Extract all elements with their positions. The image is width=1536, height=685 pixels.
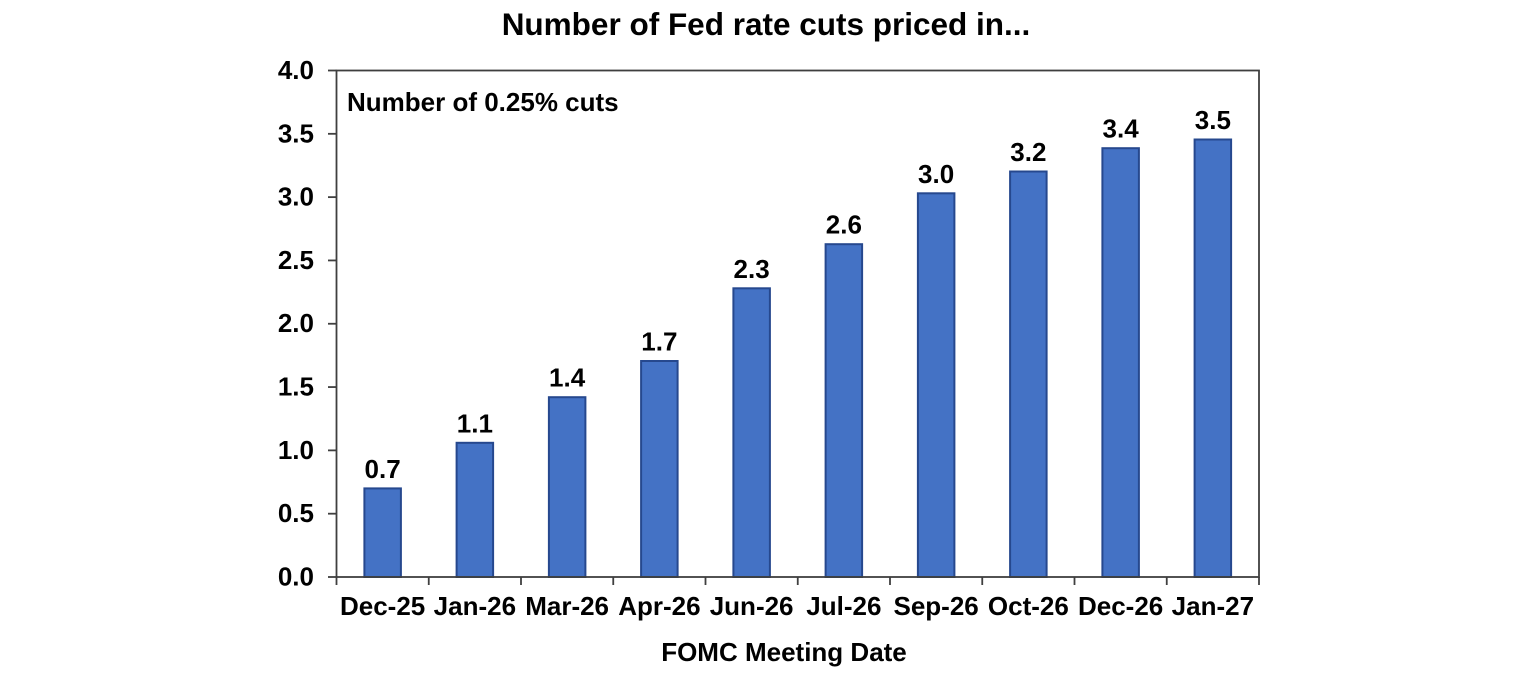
svg-text:1.4: 1.4 [549, 363, 586, 393]
svg-text:3.0: 3.0 [918, 159, 954, 189]
svg-text:3.0: 3.0 [278, 182, 314, 212]
svg-text:3.5: 3.5 [278, 118, 314, 148]
svg-text:1.0: 1.0 [278, 435, 314, 465]
svg-text:4.0: 4.0 [278, 55, 314, 85]
svg-text:1.7: 1.7 [641, 327, 677, 357]
svg-text:Number of Fed rate cuts priced: Number of Fed rate cuts priced in... [502, 6, 1031, 42]
svg-text:2.0: 2.0 [278, 308, 314, 338]
svg-text:Number of 0.25% cuts: Number of 0.25% cuts [347, 87, 619, 117]
svg-text:Jan-26: Jan-26 [434, 591, 516, 621]
svg-text:Sep-26: Sep-26 [893, 591, 978, 621]
svg-text:Jul-26: Jul-26 [806, 591, 881, 621]
svg-text:2.3: 2.3 [734, 254, 770, 284]
svg-text:2.6: 2.6 [826, 210, 862, 240]
svg-text:3.2: 3.2 [1010, 137, 1046, 167]
svg-text:2.5: 2.5 [278, 245, 314, 275]
svg-text:1.1: 1.1 [457, 408, 493, 438]
svg-text:3.4: 3.4 [1103, 114, 1140, 144]
svg-text:Oct-26: Oct-26 [988, 591, 1069, 621]
svg-text:Mar-26: Mar-26 [525, 591, 609, 621]
svg-text:3.5: 3.5 [1195, 105, 1231, 135]
svg-text:Apr-26: Apr-26 [618, 591, 700, 621]
svg-text:0.7: 0.7 [365, 454, 401, 484]
svg-text:1.5: 1.5 [278, 372, 314, 402]
svg-text:Jun-26: Jun-26 [710, 591, 794, 621]
svg-text:Jan-27: Jan-27 [1172, 591, 1254, 621]
svg-text:Dec-26: Dec-26 [1078, 591, 1163, 621]
svg-text:Dec-25: Dec-25 [340, 591, 425, 621]
svg-text:0.5: 0.5 [278, 498, 314, 528]
svg-text:FOMC Meeting Date: FOMC Meeting Date [661, 637, 907, 667]
svg-text:0.0: 0.0 [278, 562, 314, 592]
